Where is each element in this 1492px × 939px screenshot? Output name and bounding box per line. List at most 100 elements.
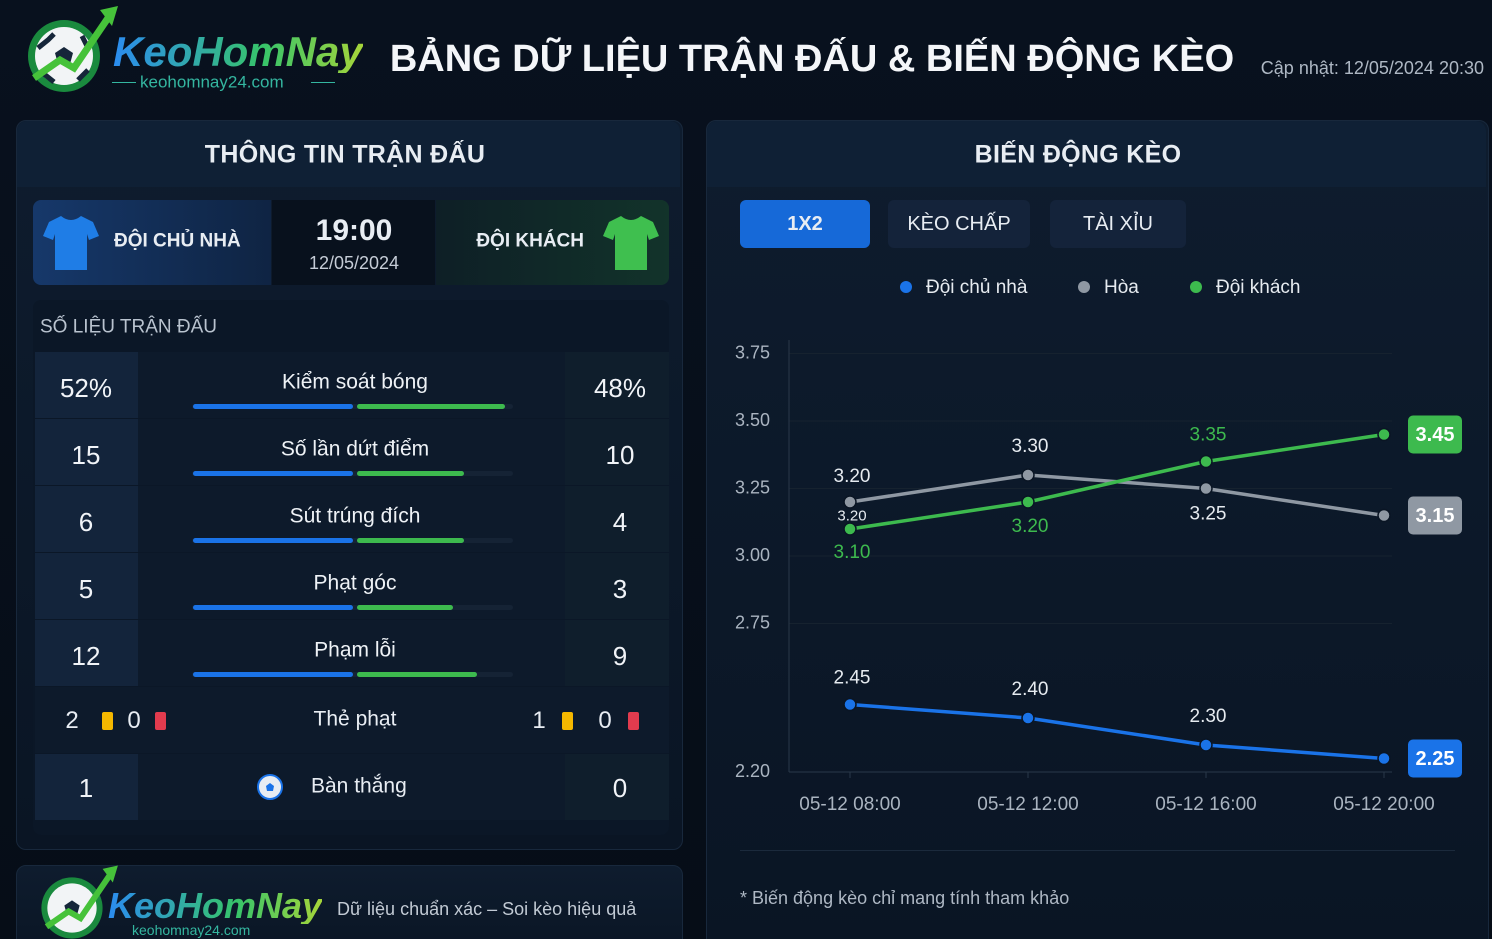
away-stat: 9 <box>612 641 628 671</box>
time-block <box>272 200 435 285</box>
updated-time: Cập nhật: 12/05/2024 20:30 <box>1260 58 1484 78</box>
x-tick-label: 05-12 20:00 <box>1333 794 1434 815</box>
footer-logo-text: KeoHomNay <box>108 885 323 926</box>
value-label: 2.40 <box>1012 679 1049 700</box>
divider <box>740 850 1455 851</box>
home-team: ĐỘI CHỦ NHÀ <box>114 230 241 252</box>
home-stat: 52% <box>59 373 113 403</box>
away-bar <box>357 404 505 409</box>
legend-dot <box>900 281 912 293</box>
away-goals: 0 <box>612 773 628 803</box>
row-home-cell <box>35 754 138 820</box>
logo-arrowhead <box>102 865 118 883</box>
stat-label: Phạt góc <box>313 571 397 595</box>
footer-logo-icon <box>41 865 118 939</box>
x-tick-label: 05-12 08:00 <box>799 794 900 815</box>
away-bar <box>357 672 477 677</box>
row-away-cell <box>565 352 669 418</box>
point <box>843 697 857 712</box>
away-team: ĐỘI KHÁCH <box>476 230 584 252</box>
panel-title: BIẾN ĐỘNG KÈO <box>974 140 1182 169</box>
away-stat: 10 <box>605 440 635 470</box>
row-home-cell <box>35 419 138 485</box>
odds-tab[interactable]: TÀI XỈU <box>1050 200 1186 248</box>
stats-title: SỐ LIỆU TRẬN ĐẤU <box>40 316 218 338</box>
logo-arrow <box>32 16 111 81</box>
odds-chart: Đội chủ nhà Hòa Đội khách 3.75 3.50 3.25 3.00 2… <box>735 277 1462 815</box>
point <box>1021 495 1035 509</box>
logo-text: KeoHomNay <box>113 28 363 75</box>
stat-label: Sút trúng đích <box>289 504 421 528</box>
legend-label: Hòa <box>1104 277 1139 298</box>
footer-logo-domain: keohomnay24.com <box>132 922 251 938</box>
red-card <box>155 712 166 730</box>
point <box>1377 751 1391 766</box>
cards-label: Thẻ phạt <box>313 707 397 731</box>
value-label: 3.10 <box>834 542 871 563</box>
panel-header <box>707 121 1486 187</box>
end-value-label: 3.15 <box>1416 505 1455 527</box>
slogan: Dữ liệu chuẩn xác – Soi kèo hiệu quả <box>337 899 637 919</box>
logo-rule <box>112 82 136 83</box>
point <box>1021 711 1035 725</box>
home-bar <box>193 471 353 476</box>
legend-label: Đội chủ nhà <box>926 277 1028 298</box>
point <box>843 495 857 509</box>
logo-arrow <box>44 874 112 930</box>
home-goals: 1 <box>78 773 94 803</box>
row-home-cell <box>35 352 138 418</box>
odds-panel <box>706 120 1489 939</box>
logo-rule <box>311 82 335 83</box>
end-badge <box>1408 415 1462 454</box>
match-time: 19:00 <box>315 214 393 247</box>
home-stat: 5 <box>78 574 94 604</box>
row-home-cell <box>35 620 138 686</box>
row-away-cell <box>565 620 669 686</box>
y-tick-label: 3.00 <box>735 545 770 565</box>
logo-icon <box>28 6 118 92</box>
x-tick-label: 05-12 12:00 <box>977 794 1078 815</box>
footer-panel <box>16 865 683 939</box>
legend-dot <box>1190 281 1202 293</box>
away-bar <box>357 605 453 610</box>
point <box>1199 481 1213 496</box>
y-tick-label: 2.75 <box>735 612 770 632</box>
value-label: 3.25 <box>1190 504 1227 525</box>
home-stat: 6 <box>78 507 94 537</box>
away-bar <box>357 471 464 476</box>
panel-header <box>17 121 680 187</box>
away-shirt <box>603 216 659 270</box>
point <box>1377 427 1391 442</box>
point <box>1199 454 1213 469</box>
panel-title: THÔNG TIN TRẬN ĐẤU <box>204 140 486 169</box>
legend-label: Đội khách <box>1216 277 1301 298</box>
odds-tab[interactable]: 1X2 <box>740 200 870 248</box>
home-bar <box>193 404 353 409</box>
red-card <box>628 712 639 730</box>
ball-patch <box>266 783 274 791</box>
yellow-card <box>102 712 113 730</box>
value-label: 3.20 <box>834 466 871 487</box>
series-line <box>849 432 1385 531</box>
home-red: 0 <box>127 707 141 734</box>
row-away-cell <box>565 419 669 485</box>
odds-tab[interactable]: KÈO CHẤP <box>888 200 1030 248</box>
away-bar <box>357 538 464 543</box>
value-label: 3.20 <box>1012 516 1049 537</box>
y-tick-label: 3.25 <box>735 477 770 497</box>
logo-lines <box>36 32 91 84</box>
yellow-card <box>562 712 573 730</box>
annotation: 3.20 <box>837 507 866 524</box>
home-stat: 15 <box>71 440 101 470</box>
value-label: 3.35 <box>1190 425 1227 446</box>
row-away-cell <box>565 754 669 820</box>
point <box>843 522 857 536</box>
legend-dot <box>1078 281 1090 293</box>
stat-label: Số lần dứt điểm <box>280 437 430 461</box>
stat-label: Kiểm soát bóng <box>282 370 428 394</box>
point <box>1199 738 1213 752</box>
row-home-cell <box>35 553 138 619</box>
